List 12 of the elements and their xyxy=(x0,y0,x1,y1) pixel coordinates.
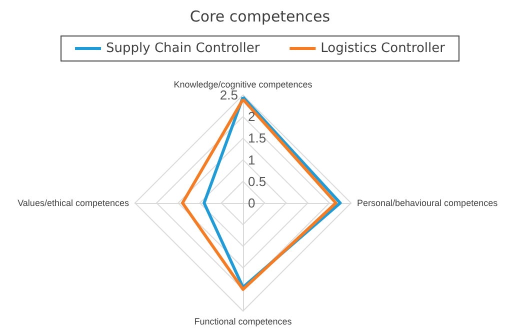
chart-title: Core competences xyxy=(190,8,330,26)
legend-label: Logistics Controller xyxy=(320,41,446,56)
y-tick-label: 1.5 xyxy=(248,130,266,146)
y-tick-label: 0 xyxy=(248,196,256,210)
spoke-label: Values/ethical competences xyxy=(18,198,130,208)
spoke-label: Personal/behavioural competences xyxy=(357,198,498,208)
y-tick-label: 0.5 xyxy=(248,174,266,189)
y-tick-label: 1 xyxy=(248,152,256,168)
y-tick-label: 2 xyxy=(248,109,256,124)
legend-label: Supply Chain Controller xyxy=(106,41,260,56)
spoke-label: Functional competences xyxy=(194,316,292,326)
spoke-label: Knowledge/cognitive competences xyxy=(174,80,313,90)
